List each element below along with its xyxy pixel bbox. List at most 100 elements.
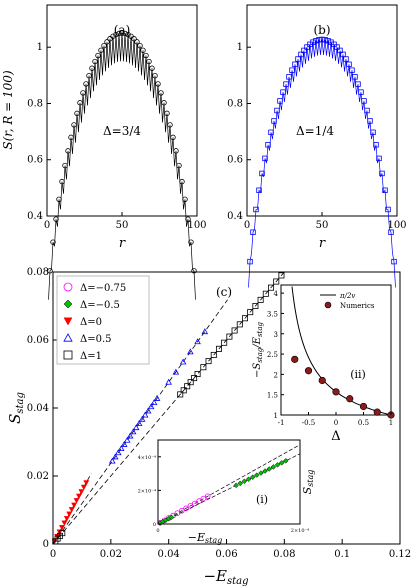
y-tick-label: 1.5 [267, 392, 278, 400]
data-point [141, 411, 149, 418]
data-point [270, 464, 277, 470]
data-point [247, 258, 253, 265]
panel-c-xlabel: −Estag [203, 567, 248, 587]
data-point [376, 155, 382, 162]
data-point [274, 462, 281, 468]
data-point [131, 36, 137, 42]
data-point [83, 480, 90, 486]
data-point [80, 484, 87, 491]
data-point [271, 118, 277, 124]
data-point [179, 178, 185, 185]
data-point [340, 51, 346, 58]
y-tick-label: 0.8 [27, 98, 43, 109]
data-point [191, 375, 198, 382]
data-point [119, 30, 125, 36]
legend-label: Δ=1 [80, 351, 102, 362]
legend-marker [63, 333, 73, 342]
ii-legend-line-label: π/2v [339, 292, 355, 300]
theory-curve [291, 286, 391, 416]
data-point [75, 493, 83, 500]
data-point [134, 39, 140, 45]
y-tick-label: 2 [274, 371, 278, 379]
data-point [249, 474, 256, 480]
legend-label: Δ=−0.5 [80, 300, 120, 311]
data-point [86, 73, 92, 79]
data-point [177, 391, 184, 398]
panel-c-legend: Δ=−0.75 Δ=−0.5 Δ=0 Δ=0.5 Δ=1 [56, 275, 150, 365]
legend-marker [63, 350, 73, 360]
y-tick-label: 2.5 [267, 351, 278, 359]
data-point [98, 47, 104, 53]
data-point [331, 41, 337, 48]
data-point [382, 187, 388, 193]
data-point [262, 468, 268, 474]
data-point [56, 196, 62, 203]
data-point [140, 47, 146, 53]
inset-i-frame [157, 439, 301, 525]
data-point [59, 178, 65, 185]
data-point [182, 196, 188, 203]
panel-b-plot [247, 36, 397, 288]
data-point [53, 216, 59, 222]
data-point [280, 89, 286, 95]
data-point [310, 39, 316, 45]
panel-a: 0 50 100 0.4 0.6 0.8 1 (a) Δ=3/4 r S(r, R = 10… [1, 4, 207, 300]
numerics-point [346, 395, 354, 403]
data-point [322, 37, 328, 43]
data-point [236, 321, 243, 328]
y-tick-label: 2×10⁻⁴ [138, 488, 156, 494]
data-point [268, 284, 275, 291]
legend-label: Δ=0 [80, 317, 102, 328]
data-point [204, 493, 211, 500]
data-point [66, 511, 73, 518]
x-tick-label: 0 [156, 528, 159, 534]
legend-label: Δ=0.5 [80, 334, 112, 345]
data-point [258, 470, 264, 476]
data-point [346, 61, 352, 68]
legend-label: Δ=−0.75 [80, 283, 126, 294]
data-point [283, 458, 289, 464]
data-point [259, 170, 265, 177]
data-point [298, 51, 304, 58]
data-point [132, 424, 140, 431]
data-point [343, 56, 349, 62]
data-point [155, 81, 161, 87]
data-point [117, 445, 125, 451]
inset-i-plot [157, 444, 301, 526]
data-point [126, 432, 134, 439]
data-point [138, 415, 146, 422]
data-point [122, 30, 128, 37]
x-tick-label: 100 [187, 220, 206, 231]
data-point [150, 399, 158, 406]
data-point [388, 229, 394, 235]
inset-i-ticks: 0 2×10⁻⁴ 0 2×10⁻⁴ 4×10⁻⁴ [138, 455, 310, 534]
y-tick-label: 0 [43, 539, 49, 550]
y-tick-label: 0.06 [27, 335, 49, 346]
data-point [68, 507, 75, 513]
data-point [187, 348, 194, 355]
numerics-point [359, 402, 368, 411]
data-point [59, 530, 66, 537]
data-point [337, 47, 343, 54]
data-point [89, 65, 95, 71]
data-point [231, 327, 238, 334]
x-tick-label: 0.04 [158, 549, 180, 560]
data-point [273, 278, 280, 285]
fit-line [52, 271, 285, 545]
data-point [113, 31, 119, 38]
data-point [137, 43, 143, 49]
data-point [178, 507, 185, 514]
x-tick-label: -0.5 [302, 419, 316, 427]
data-point [265, 142, 271, 148]
inset-ii: -1 -0.5 0 0.5 1 1 1.5 2 2.5 3 3.5 4 (ii) Δ −Sstag/E… [252, 284, 395, 444]
numerics-point [291, 355, 299, 363]
data-point [316, 37, 322, 43]
panel-b-ticks: 0 50 100 0.4 0.6 0.8 1 [227, 42, 406, 231]
data-point [241, 478, 248, 485]
data-point [170, 134, 176, 141]
data-point [74, 110, 80, 117]
numerics-point [332, 388, 340, 396]
data-point [191, 500, 198, 507]
y-tick-label: 0.08 [27, 267, 49, 278]
x-tick-label: 0 [50, 549, 56, 560]
